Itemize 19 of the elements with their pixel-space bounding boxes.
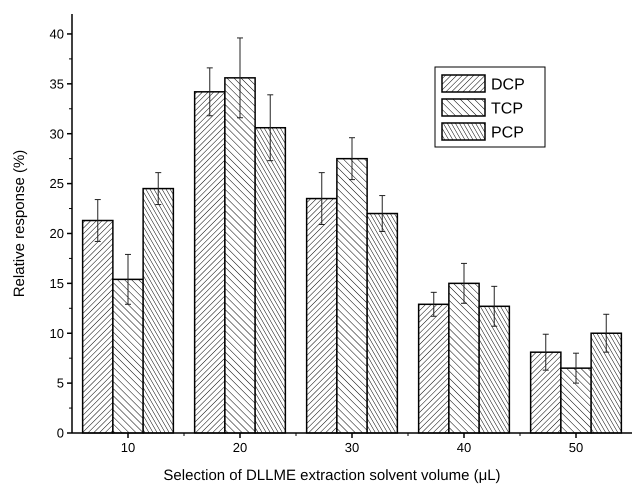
x-tick-label: 20 [232, 440, 248, 455]
y-axis-title: Relative response (%) [11, 150, 28, 298]
y-tick-label: 5 [56, 376, 64, 391]
x-tick-label: 10 [120, 440, 136, 455]
y-tick-label: 20 [50, 226, 64, 242]
y-tick-label: 40 [50, 26, 64, 42]
legend-label: PCP [491, 124, 524, 142]
y-tick-label: 0 [56, 426, 64, 441]
x-tick-label: 30 [344, 440, 360, 455]
y-tick-label: 15 [50, 276, 64, 291]
y-tick-label: 35 [50, 76, 64, 92]
legend-label: DCP [491, 76, 525, 94]
legend-label: TCP [491, 100, 523, 118]
x-tick-label: 50 [568, 440, 584, 455]
y-tick-label: 30 [50, 126, 64, 142]
y-tick-label: 25 [50, 176, 64, 192]
x-axis-title: Selection of DLLME extraction solvent volume (μL) [163, 467, 501, 484]
y-tick-label: 10 [50, 326, 64, 341]
x-tick-label: 40 [456, 440, 472, 455]
